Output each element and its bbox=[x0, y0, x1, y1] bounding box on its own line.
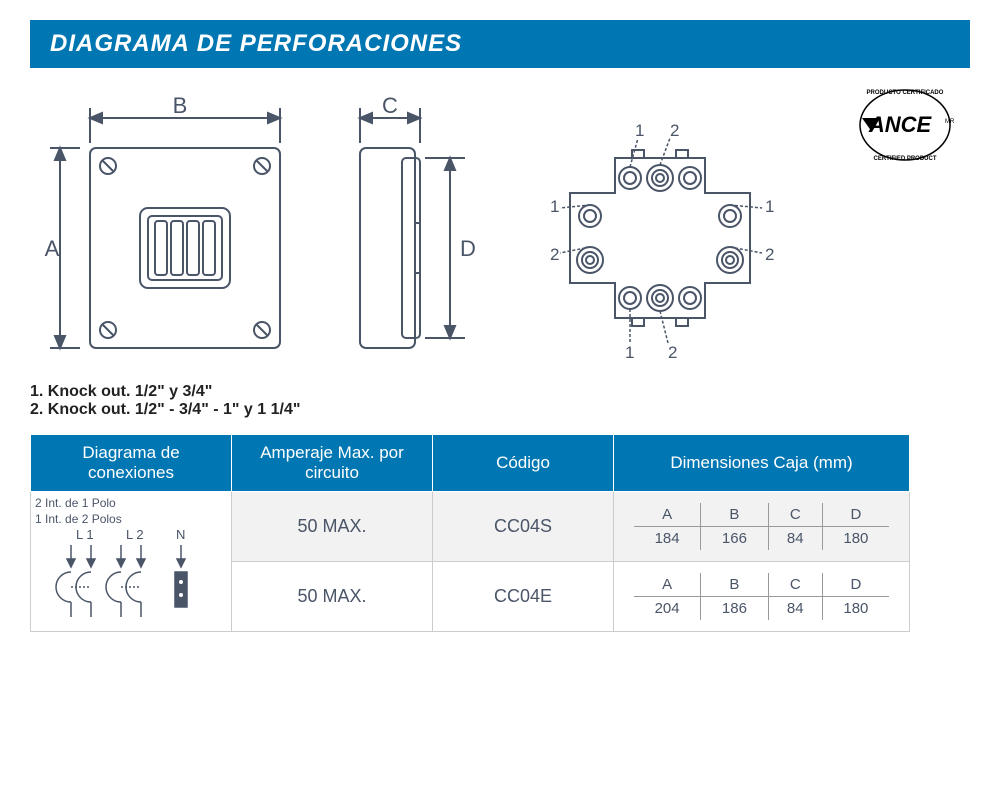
side-view-diagram: C D bbox=[330, 88, 490, 373]
legend-line-2: 2. Knock out. 1/2" - 3/4" - 1" y 1 1/4" bbox=[30, 401, 970, 419]
cell-amperage: 50 MAX. bbox=[232, 562, 433, 632]
legend: 1. Knock out. 1/2" y 3/4" 2. Knock out. … bbox=[30, 383, 970, 419]
svg-text:L 1: L 1 bbox=[76, 527, 94, 542]
knockout-label-2: 2 bbox=[668, 343, 677, 362]
dim-subtable: ABCD 20418684180 bbox=[634, 573, 889, 620]
spec-table: Diagrama de conexiones Amperaje Max. por… bbox=[30, 434, 910, 632]
cell-amperage: 50 MAX. bbox=[232, 492, 433, 562]
th-dims: Dimensiones Caja (mm) bbox=[614, 435, 910, 492]
cert-top-text: PRODUCTO CERTIFICADO bbox=[867, 90, 944, 96]
title-bar: DIAGRAMA DE PERFORACIONES bbox=[30, 20, 970, 68]
cell-code: CC04E bbox=[433, 562, 614, 632]
cert-brand: ANCE bbox=[868, 112, 933, 137]
dim-label-a: A bbox=[45, 236, 60, 261]
cert-bottom-text: CERTIFIED PRODUCT bbox=[874, 156, 937, 162]
knockout-label-2: 2 bbox=[670, 121, 679, 140]
cell-code: CC04S bbox=[433, 492, 614, 562]
dim-label-c: C bbox=[382, 93, 398, 118]
th-conn: Diagrama de conexiones bbox=[31, 435, 232, 492]
cell-dims: ABCD 20418684180 bbox=[614, 562, 910, 632]
dim-label-b: B bbox=[173, 93, 188, 118]
legend-line-1: 1. Knock out. 1/2" y 3/4" bbox=[30, 383, 970, 401]
knockout-diagram: 1 2 1 2 1 2 1 2 bbox=[510, 88, 810, 373]
knockout-label-1: 1 bbox=[550, 197, 559, 216]
th-amp: Amperaje Max. por circuito bbox=[232, 435, 433, 492]
cert-mark: MR bbox=[945, 119, 955, 125]
knockout-label-1: 1 bbox=[635, 121, 644, 140]
diagrams-row: B A bbox=[30, 88, 970, 373]
dim-label-d: D bbox=[460, 236, 476, 261]
cell-dims: ABCD 18416684180 bbox=[614, 492, 910, 562]
svg-text:L 2: L 2 bbox=[126, 527, 144, 542]
knockout-label-1: 1 bbox=[765, 197, 774, 216]
conn-desc-1: 2 Int. de 1 Polo bbox=[35, 496, 227, 512]
connection-diagram: L 1 L 2 N bbox=[51, 527, 211, 622]
front-view-diagram: B A bbox=[30, 88, 310, 373]
svg-text:N: N bbox=[176, 527, 185, 542]
knockout-label-1: 1 bbox=[625, 343, 634, 362]
dim-subtable: ABCD 18416684180 bbox=[634, 503, 889, 550]
certification-badge: PRODUCTO CERTIFICADO CERTIFIED PRODUCT A… bbox=[850, 80, 960, 175]
table-row: 2 Int. de 1 Polo 1 Int. de 2 Polos L 1 L… bbox=[31, 492, 910, 562]
th-code: Código bbox=[433, 435, 614, 492]
knockout-label-2: 2 bbox=[550, 245, 559, 264]
conn-desc-2: 1 Int. de 2 Polos bbox=[35, 512, 227, 528]
knockout-label-2: 2 bbox=[765, 245, 774, 264]
